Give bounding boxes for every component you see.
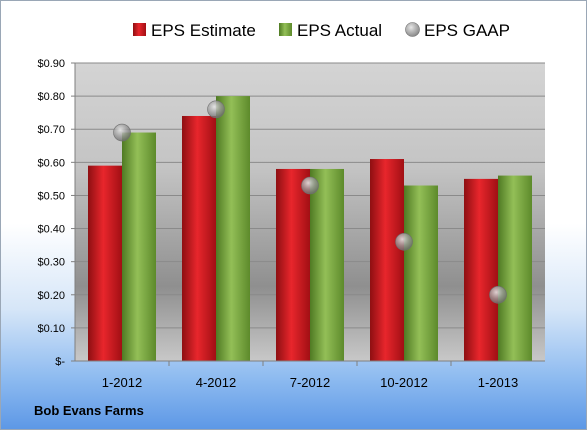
y-tick-label: $0.90 — [37, 58, 65, 70]
y-tick-label: $0.20 — [37, 290, 65, 302]
x-category-label: 7-2012 — [290, 375, 330, 390]
legend-label: EPS Estimate — [151, 21, 256, 40]
marker-eps-gaap — [301, 176, 319, 195]
legend-swatch-eps-actual — [279, 23, 292, 36]
marker-eps-gaap — [489, 285, 507, 304]
legend-label: EPS Actual — [297, 21, 382, 40]
bars — [88, 96, 532, 361]
y-tick-label: $0.10 — [37, 323, 65, 335]
y-tick-label: $0.70 — [37, 124, 65, 136]
y-tick-label: $0.80 — [37, 91, 65, 103]
marker-eps-gaap — [207, 100, 225, 119]
bar-eps-estimate — [370, 159, 404, 361]
bar-eps-estimate — [88, 165, 122, 361]
bar-eps-estimate — [464, 178, 498, 361]
bar-eps-actual — [404, 185, 438, 361]
y-tick-label: $- — [55, 356, 65, 368]
y-tick-label: $0.50 — [37, 190, 65, 202]
bar-eps-estimate — [276, 168, 310, 361]
legend: EPS Estimate EPS Actual EPS GAAP — [133, 21, 510, 40]
y-tick-label: $0.40 — [37, 224, 65, 236]
bar-eps-actual — [216, 96, 250, 361]
y-axis: $- $0.10 $0.20 $0.30 $0.40 $0.50 $0.60 $0.70 $0.… — [37, 58, 76, 368]
x-category-label: 10-2012 — [380, 375, 428, 390]
legend-swatch-eps-estimate — [133, 23, 146, 36]
x-category-label: 4-2012 — [196, 375, 236, 390]
y-tick-label: $0.30 — [37, 257, 65, 269]
x-axis: 1-2012 4-2012 7-2012 10-2012 1-2013 — [75, 360, 545, 390]
marker-eps-gaap — [395, 233, 413, 251]
x-category-label: 1-2013 — [478, 375, 518, 390]
x-category-label: 1-2012 — [102, 375, 142, 390]
legend-swatch-eps-gaap — [405, 22, 420, 37]
company-name: Bob Evans Farms — [34, 403, 144, 418]
marker-eps-gaap — [113, 123, 131, 142]
gaap-markers — [113, 100, 507, 304]
bar-eps-actual — [310, 168, 344, 361]
bar-eps-actual — [498, 175, 532, 361]
bar-eps-actual — [122, 132, 156, 361]
bar-eps-estimate — [182, 115, 216, 361]
y-tick-label: $0.60 — [37, 157, 65, 169]
legend-label: EPS GAAP — [424, 21, 510, 40]
